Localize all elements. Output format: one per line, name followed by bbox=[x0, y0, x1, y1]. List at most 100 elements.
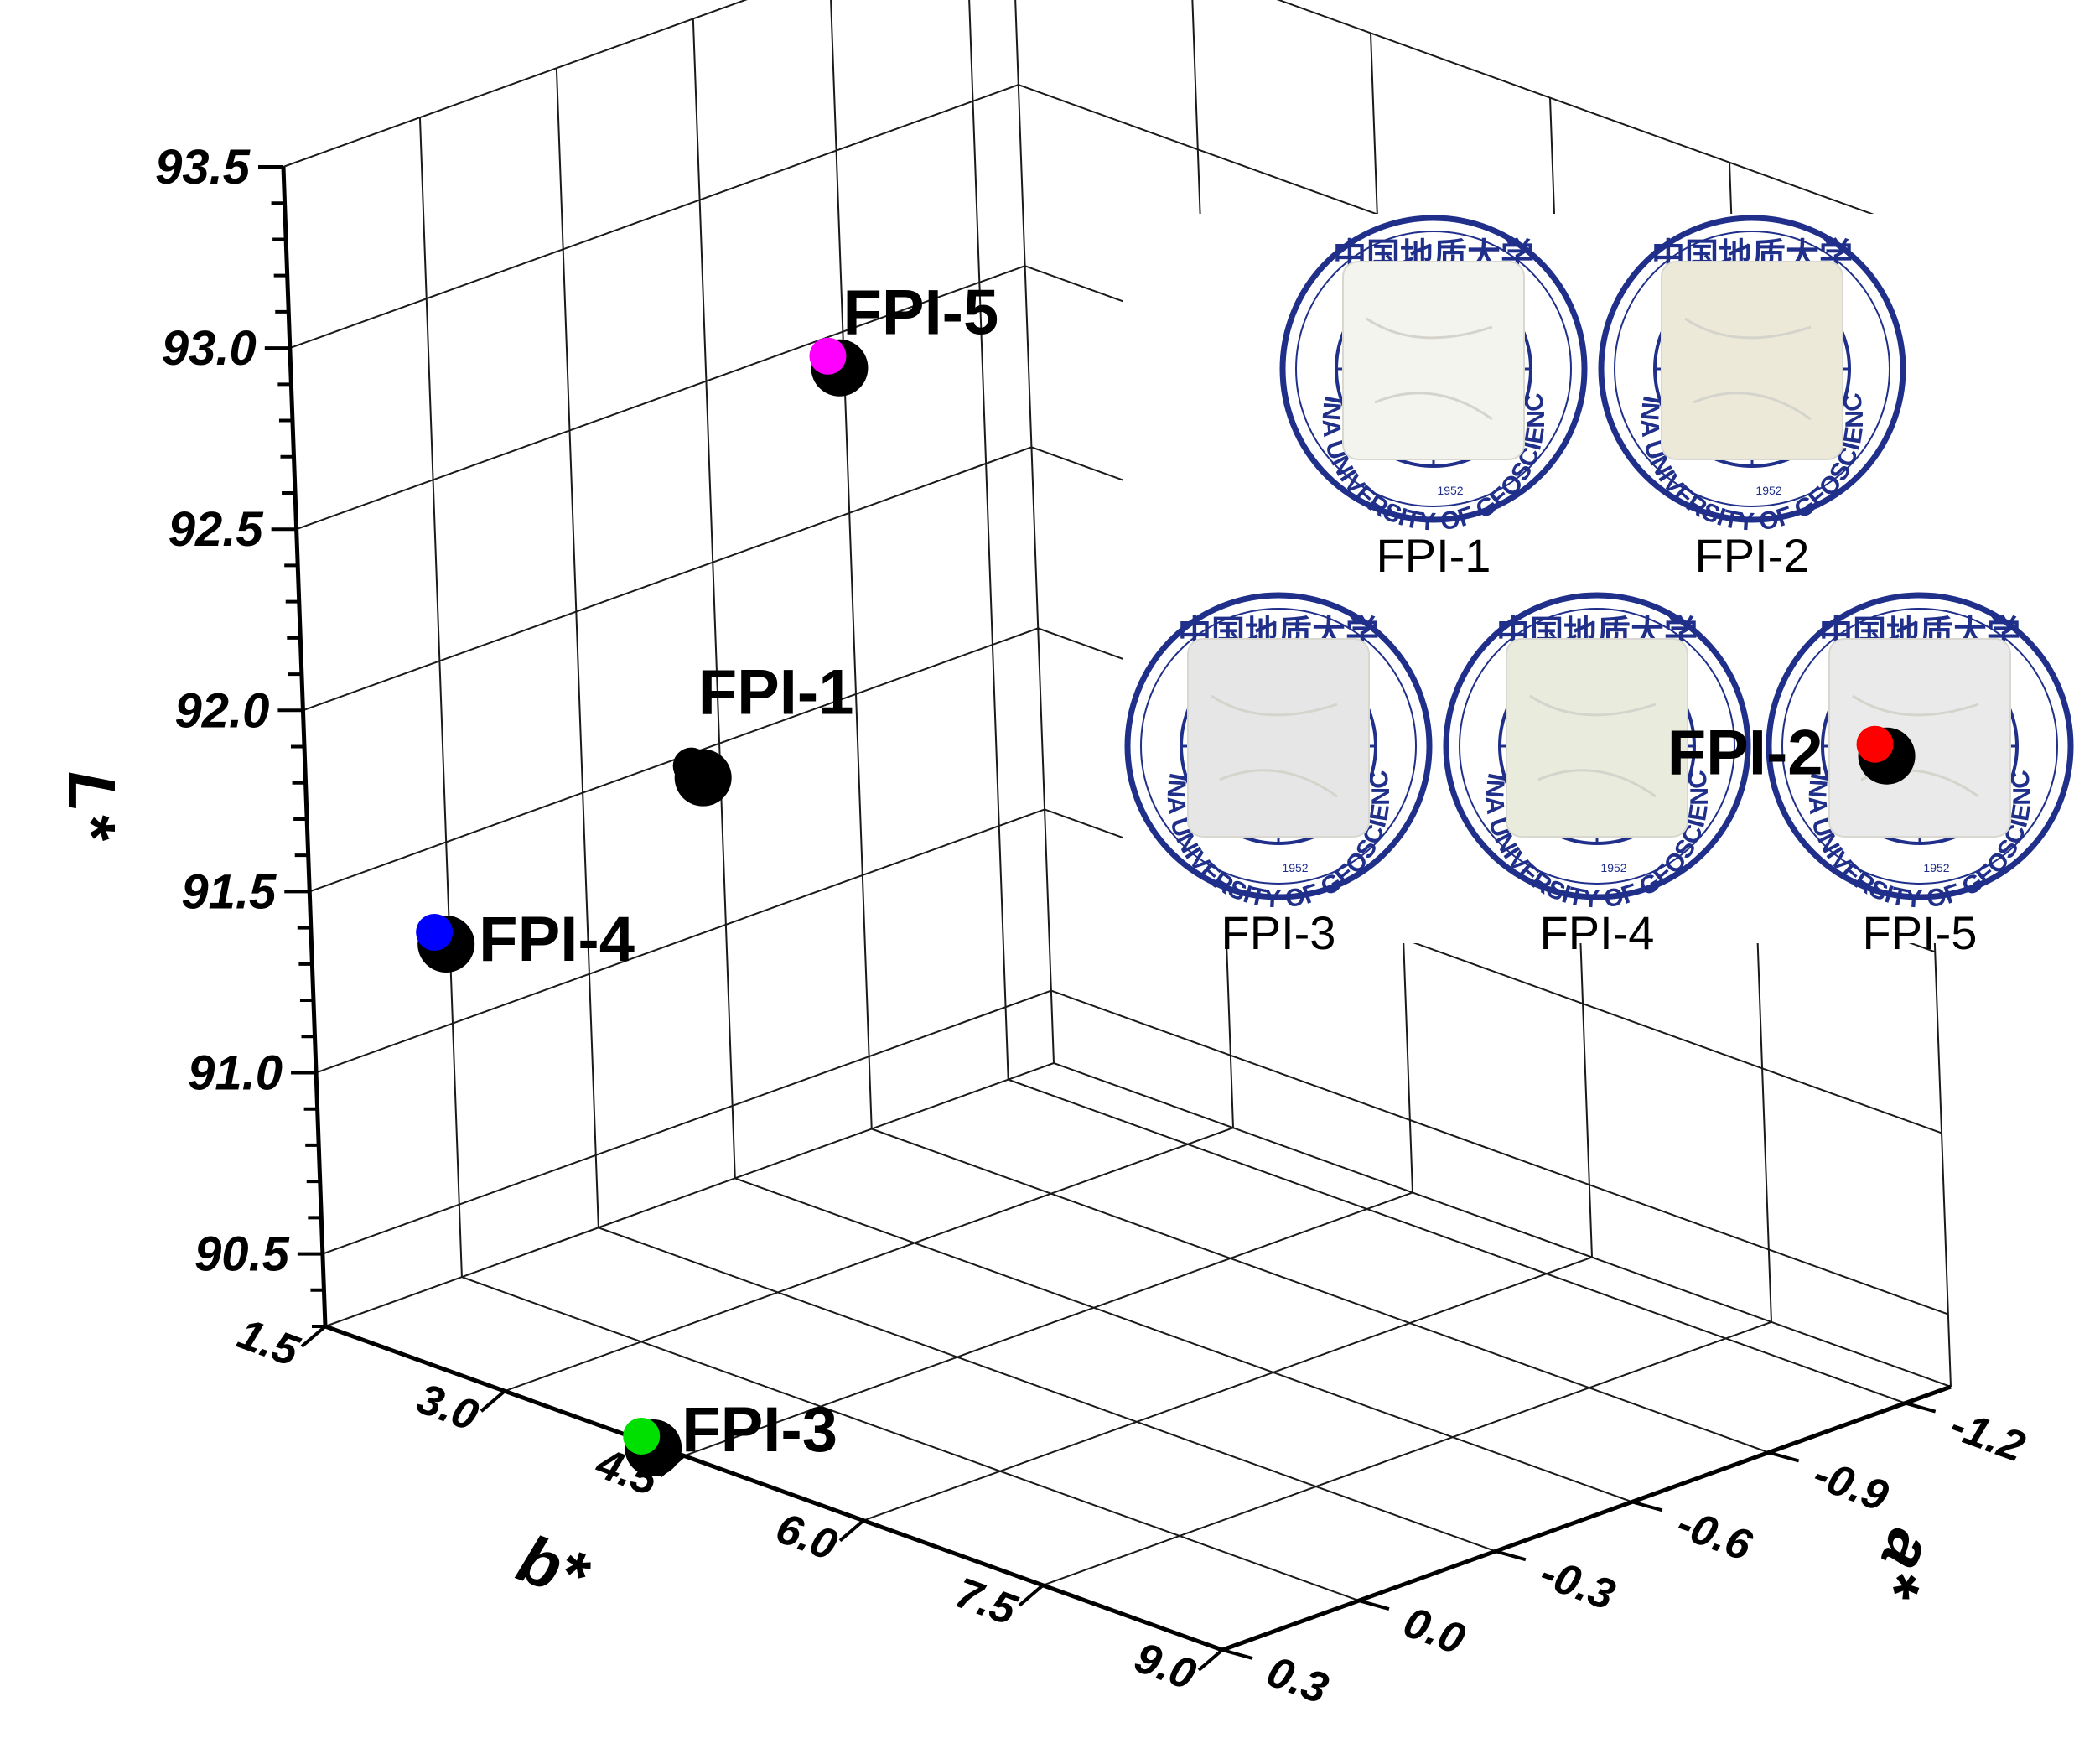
sample-film bbox=[1506, 638, 1688, 838]
data-point-fpi-3: FPI-3 bbox=[623, 1394, 837, 1476]
seal-year-text: 1952 bbox=[1600, 861, 1626, 874]
grid-line-leftwall-l bbox=[309, 627, 1039, 893]
seal-year-text: 1952 bbox=[1923, 861, 1949, 874]
l-tick-label: 92.5 bbox=[169, 502, 264, 557]
b-axis-tick bbox=[1197, 1648, 1224, 1672]
seal-inner-ring bbox=[1459, 608, 1735, 885]
l-tick-label: 93.5 bbox=[155, 140, 251, 195]
data-point-fpi-1: FPI-1 bbox=[672, 657, 854, 807]
b-axis-line bbox=[324, 1324, 1223, 1652]
seal-year-text: 1952 bbox=[1437, 484, 1463, 497]
seal-inner-ring bbox=[1140, 608, 1417, 885]
point-marker bbox=[1856, 725, 1894, 763]
seal-year-text: 1952 bbox=[1282, 861, 1308, 874]
sample-film-wrinkle bbox=[1211, 694, 1338, 798]
b-tick-label: 9.0 bbox=[1128, 1633, 1202, 1699]
grid-line-floor-b bbox=[324, 1062, 1055, 1327]
grid-line-leftwall-a bbox=[418, 117, 463, 1278]
grid-line-leftwall-l bbox=[322, 989, 1052, 1255]
grid-line-floor-a bbox=[461, 1276, 1360, 1602]
point-label: FPI-4 bbox=[479, 904, 635, 975]
a-tick-label: -1.2 bbox=[1944, 1400, 2031, 1471]
seal-inner-ring bbox=[1614, 231, 1890, 507]
sample-photo-label: FPI-3 bbox=[1221, 906, 1336, 959]
a-axis-tick bbox=[1768, 1450, 1800, 1463]
a-tick-label: 0.3 bbox=[1261, 1647, 1335, 1714]
grid-line-floor-a bbox=[1053, 1062, 1952, 1388]
grid-line-floor-a bbox=[871, 1128, 1770, 1454]
point-label: FPI-1 bbox=[698, 657, 854, 729]
grid-line-floor-b bbox=[1042, 1320, 1772, 1586]
grid-line-floor-b bbox=[504, 1127, 1234, 1393]
b-axis-tick bbox=[480, 1389, 506, 1413]
seal-year-text: 1952 bbox=[1755, 484, 1781, 497]
sample-photo-1: CHINA UNIVERSITY OF GEOSCIENCES中国地质大学195… bbox=[0, 0, 1588, 582]
sample-photo-label: FPI-1 bbox=[1377, 529, 1491, 582]
sample-film-wrinkle bbox=[1366, 317, 1493, 421]
grid-line-leftwall-l bbox=[289, 84, 1019, 350]
l-tick-label: 90.5 bbox=[194, 1227, 290, 1282]
a-tick-label: -0.3 bbox=[1534, 1549, 1621, 1620]
sample-photo-label: FPI-4 bbox=[1540, 906, 1655, 959]
point-marker bbox=[623, 1417, 661, 1455]
grid-line-leftwall-a bbox=[692, 18, 736, 1179]
point-marker bbox=[416, 913, 454, 951]
grid-line-leftwall-l bbox=[283, 0, 748, 168]
grid-line-floor-a bbox=[734, 1177, 1633, 1503]
point-label: FPI-2 bbox=[1667, 718, 1823, 789]
b-tick-label: 7.5 bbox=[949, 1569, 1024, 1636]
sample-photo-label: FPI-5 bbox=[1863, 906, 1978, 959]
b-tick-label: 3.0 bbox=[411, 1374, 485, 1440]
b-axis-tick bbox=[300, 1325, 327, 1348]
grid-line-leftwall-a bbox=[830, 0, 873, 1129]
grid-line-floor-b bbox=[863, 1256, 1593, 1522]
sample-film bbox=[1828, 638, 2011, 838]
grid-line-leftwall-a bbox=[968, 0, 1009, 1080]
data-point-fpi-4: FPI-4 bbox=[416, 904, 635, 975]
grid-line-leftwall-a bbox=[555, 68, 599, 1228]
l-axis-title: L* bbox=[54, 771, 129, 842]
sample-film bbox=[1342, 261, 1525, 460]
l-tick-label: 92.0 bbox=[175, 683, 270, 738]
sample-photo-label: FPI-2 bbox=[1695, 529, 1810, 582]
point-label: FPI-5 bbox=[843, 278, 998, 349]
seal-inner-ring bbox=[1781, 608, 2058, 885]
grid-line-backwall-b bbox=[1014, 0, 1055, 1064]
grid-line-leftwall-l bbox=[315, 808, 1045, 1074]
l-tick-label: 91.5 bbox=[181, 864, 277, 919]
b-axis-title: b* bbox=[509, 1521, 600, 1615]
point-marker bbox=[672, 747, 710, 785]
sample-film-wrinkle bbox=[1529, 694, 1657, 798]
grid-line-floor-a bbox=[598, 1227, 1496, 1553]
data-point-fpi-5: FPI-5 bbox=[809, 278, 998, 397]
sample-film bbox=[1661, 261, 1843, 460]
a-axis-tick bbox=[1631, 1500, 1663, 1512]
grid-line-floor-b bbox=[683, 1191, 1413, 1457]
a-axis-title: a* bbox=[1857, 1521, 1950, 1609]
a-tick-label: -0.9 bbox=[1807, 1450, 1895, 1521]
point-marker bbox=[809, 337, 847, 375]
grid-line-leftwall-l bbox=[303, 446, 1032, 712]
l-tick-label: 91.0 bbox=[188, 1045, 283, 1100]
point-label: FPI-3 bbox=[682, 1394, 837, 1466]
sample-photo-inset: CHINA UNIVERSITY OF GEOSCIENCES中国地质大学195… bbox=[0, 0, 2074, 959]
data-point-fpi-2: FPI-2 bbox=[1667, 718, 1916, 789]
b-axis-tick bbox=[1018, 1584, 1045, 1607]
axes bbox=[258, 165, 1952, 1672]
data-points: FPI-1 FPI-2 FPI-3 FPI-4 FPI-5 bbox=[416, 278, 1916, 1476]
b-axis-tick bbox=[838, 1519, 865, 1543]
l-tick-label: 93.0 bbox=[162, 321, 257, 376]
a-axis-line bbox=[1221, 1384, 1952, 1652]
a-axis-tick bbox=[1495, 1549, 1527, 1562]
a-tick-label: 0.0 bbox=[1397, 1598, 1471, 1664]
a-axis-tick bbox=[1905, 1401, 1937, 1414]
a-axis-tick bbox=[1358, 1599, 1390, 1611]
grid-line-leftwall-l bbox=[296, 265, 1025, 531]
grid-line-floor-a bbox=[1008, 1078, 1906, 1404]
seal-inner-ring bbox=[1295, 231, 1572, 507]
sample-film-wrinkle bbox=[1684, 317, 1812, 421]
sample-film bbox=[1187, 638, 1370, 838]
a-tick-label: -0.6 bbox=[1671, 1499, 1759, 1571]
b-tick-label: 1.5 bbox=[231, 1310, 306, 1377]
